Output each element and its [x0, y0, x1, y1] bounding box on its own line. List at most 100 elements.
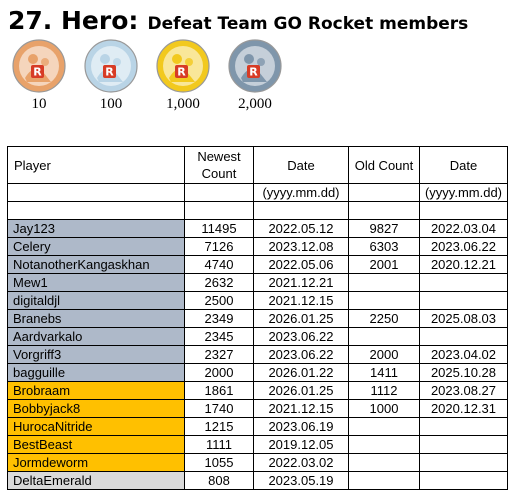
newest-date: 2021.12.15: [253, 399, 349, 418]
newest-date: 2022.05.06: [253, 255, 349, 274]
old-date: 2020.12.31: [419, 399, 508, 418]
header-row: Player Newest Count Date Old Count Date: [7, 146, 508, 184]
old-count: 1000: [348, 399, 420, 418]
newest-count: 2349: [184, 309, 254, 328]
player-name: Bobbyjack8: [7, 399, 185, 418]
newest-count: 2000: [184, 363, 254, 382]
column-header-old-date: Date: [419, 146, 508, 184]
date-format-hint: (yyyy.mm.dd): [419, 183, 508, 202]
newest-count: 2632: [184, 273, 254, 292]
old-date: 2023.06.22: [419, 237, 508, 256]
old-date: 2025.10.28: [419, 363, 508, 382]
table-row: Jay123 11495 2022.05.12 9827 2022.03.04: [7, 219, 508, 238]
medal-threshold-label: 100: [99, 96, 123, 112]
table-row: Aardvarkalo 2345 2023.06.22: [7, 327, 508, 346]
table-row: HurocaNitride 1215 2023.06.19: [7, 417, 508, 436]
newest-date: 2022.05.12: [253, 219, 349, 238]
old-date: [419, 453, 508, 472]
newest-date: 2026.01.25: [253, 381, 349, 400]
medal-threshold-label: 10: [31, 96, 47, 112]
old-date: [419, 417, 508, 436]
old-count: [348, 435, 420, 454]
empty-cell: [348, 201, 420, 220]
old-date: [419, 327, 508, 346]
newest-date: 2023.12.08: [253, 237, 349, 256]
table-row: Bobbyjack8 1740 2021.12.15 1000 2020.12.31: [7, 399, 508, 418]
old-count: 2250: [348, 309, 420, 328]
rocket-medal-icon: R: [12, 39, 66, 93]
old-date: 2025.08.03: [419, 309, 508, 328]
rocket-medal-icon: R: [84, 39, 138, 93]
table-row: Celery 7126 2023.12.08 6303 2023.06.22: [7, 237, 508, 256]
old-date: 2023.08.27: [419, 381, 508, 400]
table-row: BestBeast 1111 2019.12.05: [7, 435, 508, 454]
empty-cell: [184, 201, 254, 220]
medal-letter: R: [177, 66, 186, 79]
newest-date: 2026.01.22: [253, 363, 349, 382]
empty-cell: [348, 183, 420, 202]
medal-threshold-label: 1,000: [166, 96, 200, 112]
newest-date: 2021.12.15: [253, 291, 349, 310]
column-header-newest-count: Newest Count: [184, 146, 254, 184]
empty-cell: [7, 201, 185, 220]
old-date: 2023.04.02: [419, 345, 508, 364]
column-header-old-count: Old Count: [348, 146, 420, 184]
empty-cell: [253, 201, 349, 220]
old-count: 2001: [348, 255, 420, 274]
newest-date: 2022.03.02: [253, 453, 349, 472]
table-row: Jormdeworm 1055 2022.03.02: [7, 453, 508, 472]
player-name: digitaldjl: [7, 291, 185, 310]
table-body: Jay123 11495 2022.05.12 9827 2022.03.04 Celer…: [7, 219, 508, 490]
page-title: 27. Hero: Defeat Team GO Rocket members: [8, 6, 468, 35]
newest-date: 2023.06.22: [253, 327, 349, 346]
medal-row: R 10 R 100 R 1,000 R 2,000: [8, 38, 298, 118]
medal-letter: R: [249, 66, 258, 79]
medal-letter: R: [105, 66, 114, 79]
empty-cell: [184, 183, 254, 202]
player-name: DeltaEmerald: [7, 471, 185, 490]
newest-date: 2021.12.21: [253, 273, 349, 292]
player-name: Celery: [7, 237, 185, 256]
newest-count: 7126: [184, 237, 254, 256]
badge-number-title: 27. Hero:: [8, 6, 139, 35]
player-name: Jay123: [7, 219, 185, 238]
old-count: [348, 417, 420, 436]
newest-date: 2023.05.19: [253, 471, 349, 490]
medal-letter: R: [33, 66, 42, 79]
table-row: Mew1 2632 2021.12.21: [7, 273, 508, 292]
old-count: [348, 471, 420, 490]
newest-date: 2023.06.22: [253, 345, 349, 364]
table-row: bagguille 2000 2026.01.22 1411 2025.10.28: [7, 363, 508, 382]
old-count: 1411: [348, 363, 420, 382]
column-header-player: Player: [7, 146, 185, 184]
old-count: 2000: [348, 345, 420, 364]
medal-gold: R 1,000: [152, 38, 214, 113]
player-name: Vorgriff3: [7, 345, 185, 364]
newest-date: 2019.12.05: [253, 435, 349, 454]
table-row: digitaldjl 2500 2021.12.15: [7, 291, 508, 310]
newest-count: 1861: [184, 381, 254, 400]
rocket-medal-icon: R: [156, 39, 210, 93]
spacer-row: [7, 201, 508, 220]
player-name: bagguille: [7, 363, 185, 382]
old-count: [348, 453, 420, 472]
medal-threshold-label: 2,000: [238, 96, 272, 112]
newest-count: 2327: [184, 345, 254, 364]
newest-count: 1740: [184, 399, 254, 418]
table-row: Vorgriff3 2327 2023.06.22 2000 2023.04.02: [7, 345, 508, 364]
old-date: 2020.12.21: [419, 255, 508, 274]
player-name: NotanotherKangaskhan: [7, 255, 185, 274]
player-name: Aardvarkalo: [7, 327, 185, 346]
old-count: 9827: [348, 219, 420, 238]
old-count: [348, 327, 420, 346]
old-count: [348, 273, 420, 292]
player-name: Mew1: [7, 273, 185, 292]
old-date: [419, 273, 508, 292]
medal-platinum: R 2,000: [224, 38, 286, 113]
player-name: HurocaNitride: [7, 417, 185, 436]
table-row: NotanotherKangaskhan 4740 2022.05.06 2001 20…: [7, 255, 508, 274]
table-row: Brobraam 1861 2026.01.25 1112 2023.08.27: [7, 381, 508, 400]
table-row: Branebs 2349 2026.01.25 2250 2025.08.03: [7, 309, 508, 328]
rocket-medal-icon: R: [228, 39, 282, 93]
old-date: [419, 471, 508, 490]
